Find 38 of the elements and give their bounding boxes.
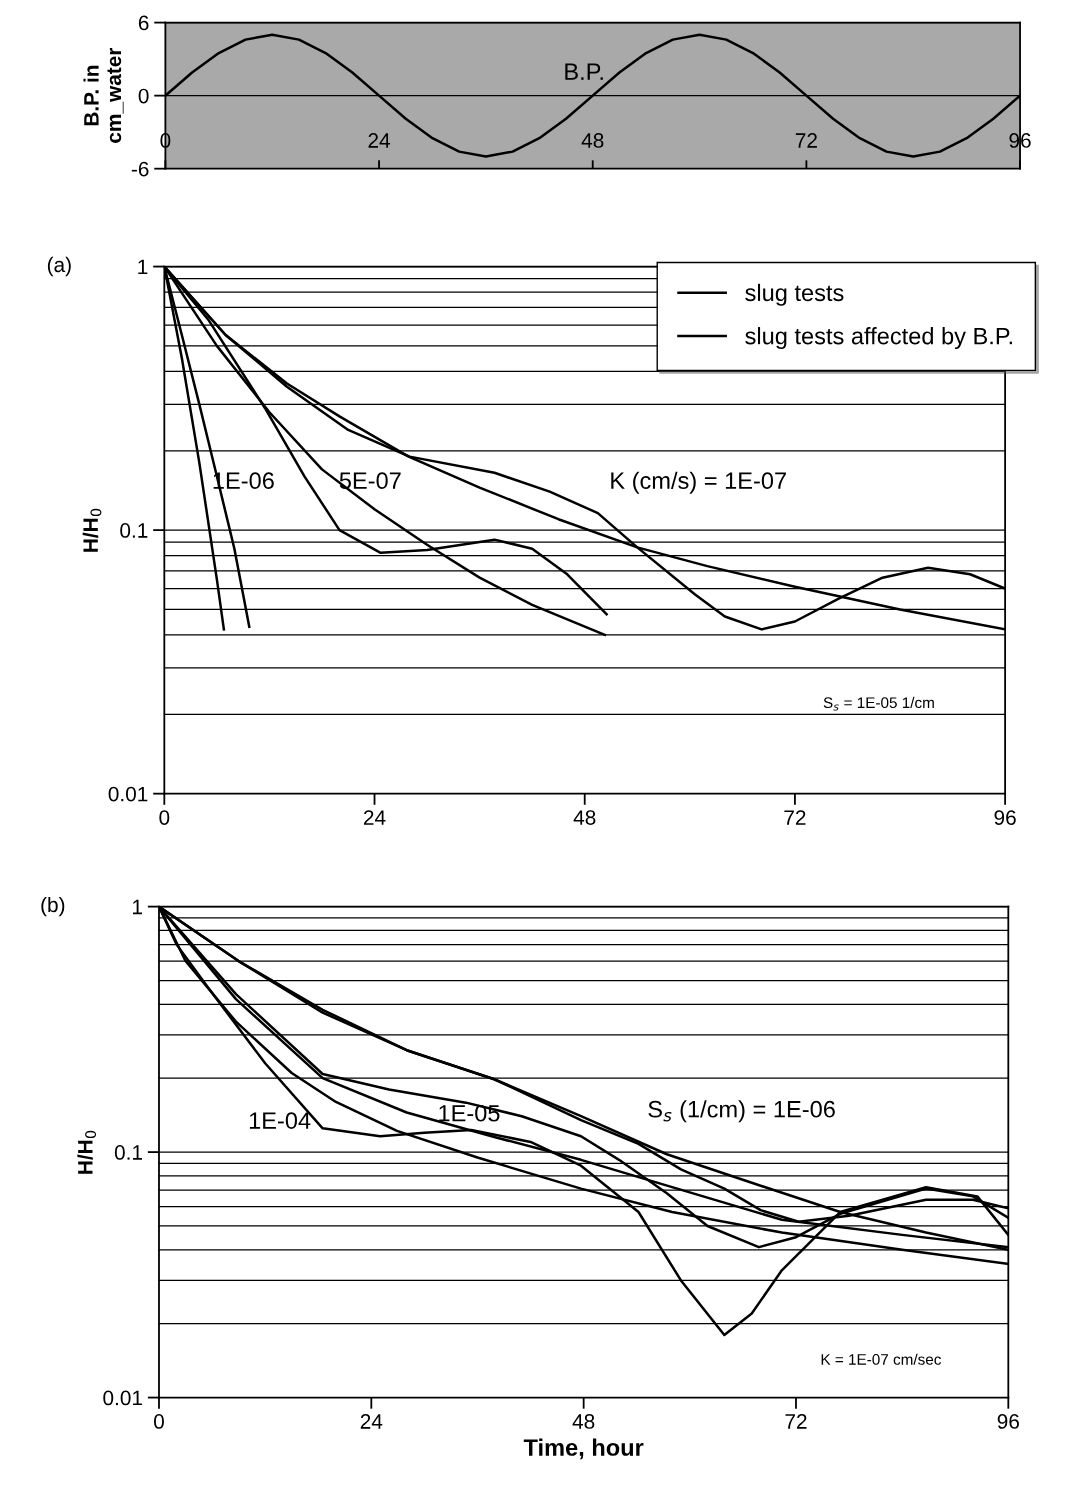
x-tick-label: 24: [360, 1414, 383, 1429]
y-tick-label: 1: [138, 259, 148, 275]
y-tick-label: 0: [138, 88, 149, 104]
x-tick-label: 72: [784, 810, 806, 825]
annotation: 5E-07: [339, 472, 401, 490]
x-tick-label: 72: [785, 1414, 807, 1429]
x-tick-label: 96: [994, 810, 1016, 825]
annotation: B.P.: [565, 63, 603, 80]
annotation: 1E-04: [249, 1112, 311, 1129]
y-tick-label: 0.1: [114, 1145, 142, 1160]
y-axis-title: B.P. in cm_water: [83, 47, 124, 143]
y-tick-label: -6: [131, 161, 149, 177]
y-tick-label: 0.1: [120, 523, 148, 538]
x-axis-title: Time, hour: [523, 1438, 644, 1460]
legend-label: slug tests: [745, 283, 844, 306]
x-tick-label: 72: [795, 133, 817, 148]
annotation: K (cm/s) = 1E-07: [611, 471, 786, 494]
annotation: 1E-05: [439, 1104, 500, 1122]
y-axis-title: H/H$_{0}$: [82, 508, 102, 552]
annotation: K = 1E-07 cm/sec: [821, 1353, 942, 1365]
legend-label: slug tests affected by B.P.: [745, 327, 1012, 350]
x-tick-label: 0: [159, 810, 170, 825]
y-axis-title: H/H$_{0}$: [77, 1130, 97, 1174]
x-tick-label: 48: [573, 810, 596, 825]
annotation: S$_{s}$ (1/cm) = 1E-06: [648, 1100, 835, 1123]
y-tick-label: 1: [133, 899, 142, 915]
y-tick-label: 0.01: [108, 786, 148, 802]
annotation: S$_{s}$ = 1E-05 1/cm: [823, 696, 934, 711]
chart-title: (b): [41, 896, 65, 917]
x-tick-label: 96: [997, 1414, 1019, 1429]
x-tick-label: 24: [368, 133, 391, 148]
x-tick-label: 24: [363, 810, 386, 825]
y-tick-label: 0.01: [103, 1390, 142, 1406]
x-tick-label: 0: [154, 1414, 164, 1429]
x-tick-label: 48: [581, 133, 604, 148]
x-tick-label: 48: [572, 1414, 595, 1429]
y-tick-label: 6: [138, 15, 149, 31]
chart-title: (a): [47, 256, 71, 277]
